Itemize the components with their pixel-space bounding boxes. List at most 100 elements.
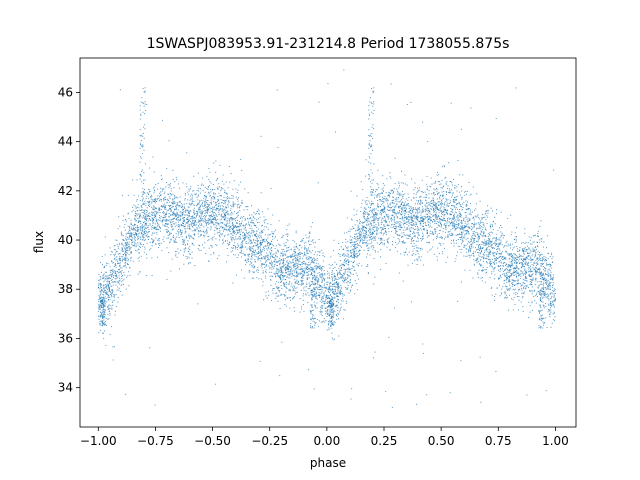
- data-point: [473, 219, 475, 221]
- data-point: [309, 273, 311, 275]
- data-point: [347, 241, 349, 243]
- data-point: [134, 242, 136, 244]
- data-point: [351, 249, 353, 251]
- data-point: [524, 291, 526, 293]
- data-point: [224, 213, 226, 215]
- data-point: [478, 218, 480, 220]
- data-point: [474, 238, 476, 240]
- data-point: [125, 238, 127, 240]
- data-point: [480, 270, 482, 272]
- data-point: [484, 236, 486, 238]
- data-point: [130, 226, 132, 228]
- data-point: [281, 287, 283, 289]
- data-point: [552, 302, 554, 304]
- data-point: [122, 260, 124, 262]
- data-point: [153, 198, 155, 200]
- data-point: [303, 273, 305, 275]
- data-point: [231, 217, 233, 219]
- data-point: [359, 222, 360, 224]
- data-point: [549, 304, 551, 306]
- data-point: [295, 270, 297, 272]
- data-point: [375, 208, 377, 210]
- data-point: [175, 233, 177, 235]
- data-point: [303, 253, 305, 255]
- data-point: [288, 283, 290, 285]
- data-point: [522, 292, 524, 294]
- data-point: [488, 246, 490, 248]
- data-point: [430, 225, 432, 227]
- data-point: [533, 250, 535, 252]
- data-point: [388, 237, 390, 239]
- data-point: [200, 230, 202, 231]
- data-point: [172, 169, 174, 171]
- data-point: [257, 253, 259, 255]
- data-point: [482, 269, 484, 271]
- data-point: [359, 231, 361, 233]
- data-point: [353, 266, 355, 268]
- data-point: [437, 181, 439, 183]
- data-point: [522, 260, 524, 262]
- data-point: [121, 232, 123, 234]
- data-point: [165, 213, 167, 215]
- data-point: [147, 231, 149, 233]
- data-point: [412, 209, 414, 211]
- data-point: [201, 224, 203, 226]
- data-point: [252, 251, 254, 253]
- data-point: [122, 220, 124, 222]
- data-point: [546, 284, 548, 286]
- data-point: [322, 296, 324, 298]
- data-point: [382, 209, 384, 211]
- data-point: [249, 270, 251, 272]
- data-point: [472, 186, 474, 188]
- data-point: [516, 245, 518, 247]
- data-point: [285, 283, 287, 285]
- data-point: [303, 310, 305, 312]
- data-point: [224, 203, 226, 205]
- data-point: [216, 208, 218, 210]
- data-point: [517, 256, 519, 258]
- data-point: [156, 229, 158, 231]
- data-point: [175, 209, 177, 211]
- data-point: [372, 213, 374, 215]
- data-point: [407, 217, 409, 219]
- data-point: [455, 196, 457, 198]
- data-point: [145, 218, 147, 220]
- data-point: [368, 224, 370, 226]
- data-point: [494, 299, 496, 301]
- data-point: [119, 255, 121, 257]
- data-point: [403, 210, 405, 212]
- data-point: [471, 223, 473, 225]
- data-point: [270, 224, 272, 225]
- data-point: [161, 188, 163, 190]
- data-point: [184, 249, 186, 251]
- data-point: [428, 209, 430, 211]
- data-point: [124, 245, 126, 247]
- data-point: [331, 305, 333, 307]
- data-point: [118, 271, 120, 273]
- data-point: [540, 293, 542, 295]
- data-point: [147, 205, 149, 206]
- data-point: [440, 224, 442, 226]
- data-point: [428, 190, 430, 192]
- data-point: [233, 211, 235, 213]
- data-point: [504, 276, 506, 278]
- data-point: [323, 277, 325, 279]
- data-point: [139, 243, 141, 245]
- data-point: [554, 288, 556, 290]
- data-point: [466, 224, 468, 226]
- data-point: [425, 205, 427, 207]
- data-point: [281, 265, 283, 267]
- data-point: [289, 282, 291, 284]
- data-point: [530, 275, 532, 277]
- data-point: [187, 240, 189, 242]
- data-point: [374, 214, 376, 216]
- data-point: [155, 220, 157, 222]
- data-point: [186, 219, 188, 221]
- data-point: [504, 261, 506, 263]
- data-point: [362, 230, 364, 232]
- data-point: [501, 251, 503, 253]
- data-point: [474, 260, 476, 262]
- data-point: [458, 225, 460, 227]
- data-point: [265, 239, 267, 241]
- data-point: [265, 295, 267, 297]
